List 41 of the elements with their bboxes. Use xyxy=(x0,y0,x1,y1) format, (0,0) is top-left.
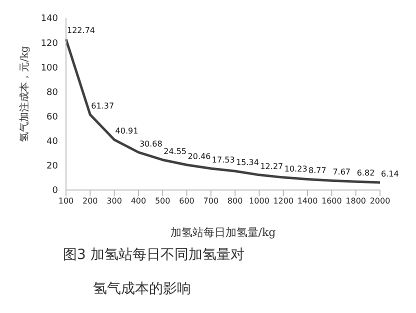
data-label: 15.34 xyxy=(236,158,259,168)
data-label: 6.82 xyxy=(356,168,375,178)
data-label: 6.14 xyxy=(381,169,399,178)
x-tick-label: 700 xyxy=(203,196,219,206)
data-label: 20.46 xyxy=(188,152,211,161)
y-tick-label: 0 xyxy=(52,186,58,196)
y-tick-label: 80 xyxy=(46,88,58,98)
data-label: 17.53 xyxy=(212,155,235,164)
x-axis-title: 加氢站每日加氢量/kg xyxy=(170,226,276,239)
data-label: 40.91 xyxy=(115,126,138,136)
y-tick-label: 60 xyxy=(46,112,58,122)
line-series xyxy=(64,38,382,184)
data-label: 122.74 xyxy=(67,26,95,36)
data-label: 24.55 xyxy=(164,146,187,156)
x-tick-label: 800 xyxy=(227,196,243,206)
y-tick-label: 100 xyxy=(40,63,58,74)
data-label: 7.67 xyxy=(332,168,351,177)
x-tick-label: 600 xyxy=(179,196,194,206)
x-tick-label: 1400 xyxy=(297,196,318,206)
data-label: 8.77 xyxy=(308,166,326,176)
data-label: 30.68 xyxy=(139,139,162,148)
x-tick-label: 1200 xyxy=(273,196,294,206)
data-label: 10.23 xyxy=(284,164,308,174)
text: 氢气成本的影响 xyxy=(92,280,192,298)
x-tick-label: 400 xyxy=(130,196,146,206)
x-tick-label: 100 xyxy=(58,196,74,206)
x-tick-label: 300 xyxy=(106,196,122,206)
x-tick-label: 200 xyxy=(82,196,98,206)
data-label: 61.37 xyxy=(91,102,114,111)
data-label: 12.27 xyxy=(260,162,284,171)
x-tick-label: 1000 xyxy=(249,196,270,206)
y-tick-label: 20 xyxy=(46,162,58,172)
x-tick-label: 1800 xyxy=(346,196,366,206)
x-tick-label: 2000 xyxy=(370,196,390,206)
caption: 图3 加氢站每日不同加氢量对 xyxy=(62,246,246,264)
x-tick-label: 500 xyxy=(154,196,170,206)
x-tick-label: 1600 xyxy=(322,196,342,206)
y-tick-label: 120 xyxy=(40,38,58,49)
y-tick-label: 40 xyxy=(46,137,58,148)
y-axis-title: 氢气加注成本，元/kg xyxy=(18,45,31,142)
y-tick-label: 140 xyxy=(40,14,58,24)
